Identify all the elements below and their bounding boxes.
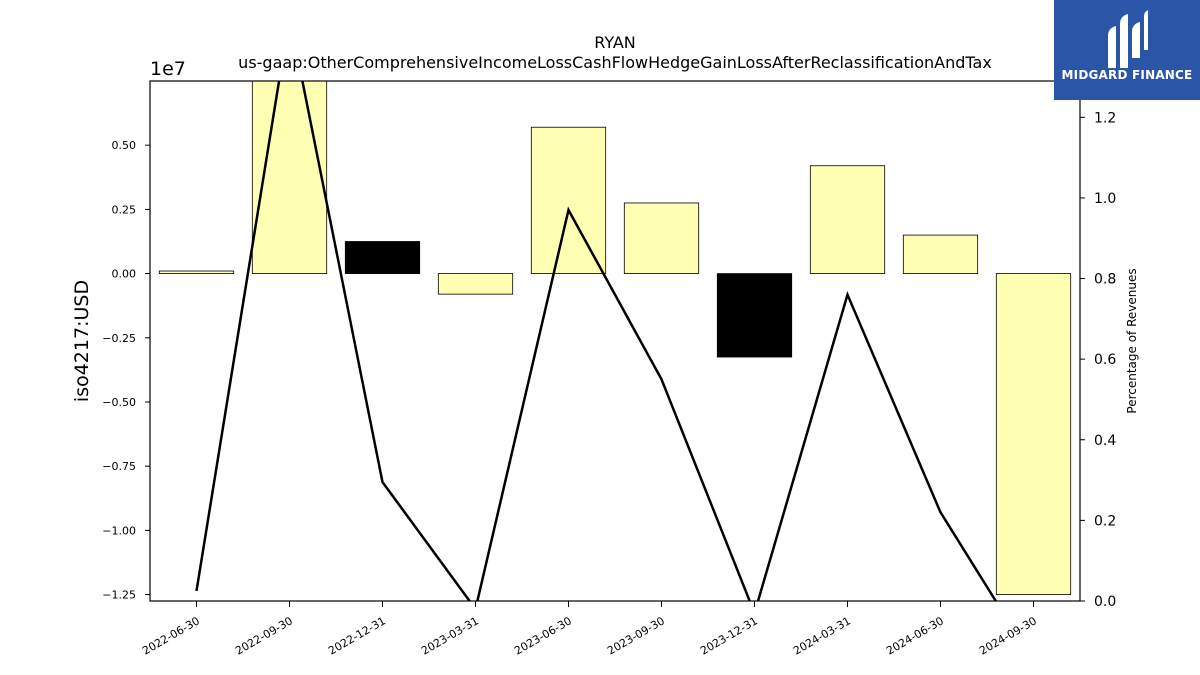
- bar-2023-06-30: [530, 126, 607, 274]
- brand-logo: MIDGARD FINANCE: [1054, 0, 1200, 100]
- x-tick-label: 2023-12-31: [698, 614, 760, 657]
- y-axis-offset-label: 1e7: [150, 58, 186, 80]
- midgard-logo-icon: [1108, 10, 1148, 68]
- y2-axis-label: Percentage of Revenues: [1125, 268, 1139, 413]
- y2-tick-label: 1.2: [1094, 110, 1116, 126]
- bar-2022-12-31: [344, 241, 421, 274]
- x-tick-label: 2022-06-30: [140, 614, 202, 657]
- percentage-line: [195, 81, 998, 601]
- chart-subtitle: us-gaap:OtherComprehensiveIncomeLossCash…: [238, 53, 992, 72]
- bar-2024-06-30: [902, 234, 979, 274]
- y-tick-label: −1.25: [102, 589, 136, 602]
- y-tick-label: −0.50: [102, 396, 136, 409]
- bar-2023-09-30: [623, 202, 700, 274]
- y2-tick-label: 0.8: [1094, 272, 1116, 288]
- x-tick-label: 2024-03-31: [791, 614, 853, 657]
- x-tick-label: 2023-06-30: [512, 614, 574, 657]
- bar-2022-06-30: [158, 270, 235, 274]
- x-tick-label: 2024-09-30: [977, 614, 1039, 657]
- x-tick-label: 2024-06-30: [884, 614, 946, 657]
- x-tick-label: 2023-03-31: [419, 614, 481, 657]
- y-tick-label: 0.25: [112, 203, 137, 216]
- y2-tick-label: 0.2: [1094, 513, 1116, 529]
- bar-2024-09-30: [995, 273, 1072, 595]
- chart-title: RYAN: [594, 33, 636, 52]
- x-tick-label: 2022-09-30: [233, 614, 295, 657]
- bar-2023-03-31: [437, 273, 514, 295]
- bar-2024-03-31: [809, 165, 886, 274]
- y-tick-label: 0.50: [112, 139, 137, 152]
- y-tick-label: 0.00: [112, 268, 137, 281]
- bar-2023-12-31: [716, 273, 793, 358]
- y-axis-label: iso4217:USD: [71, 280, 93, 402]
- y-tick-label: −1.00: [102, 524, 136, 537]
- y-tick-label: −0.25: [102, 332, 136, 345]
- y2-tick-label: 0.0: [1094, 594, 1116, 610]
- x-tick-label: 2023-09-30: [605, 614, 667, 657]
- brand-logo-text: MIDGARD FINANCE: [1061, 68, 1193, 82]
- y2-tick-label: 1.0: [1094, 191, 1116, 207]
- line-group: [195, 81, 998, 601]
- y2-tick-label: 0.4: [1094, 433, 1116, 449]
- plot-frame: [149, 80, 1081, 602]
- bars-group: [158, 81, 1072, 595]
- y-tick-label: −0.75: [102, 460, 136, 473]
- y2-tick-label: 0.6: [1094, 352, 1116, 368]
- x-tick-label: 2022-12-31: [326, 614, 388, 657]
